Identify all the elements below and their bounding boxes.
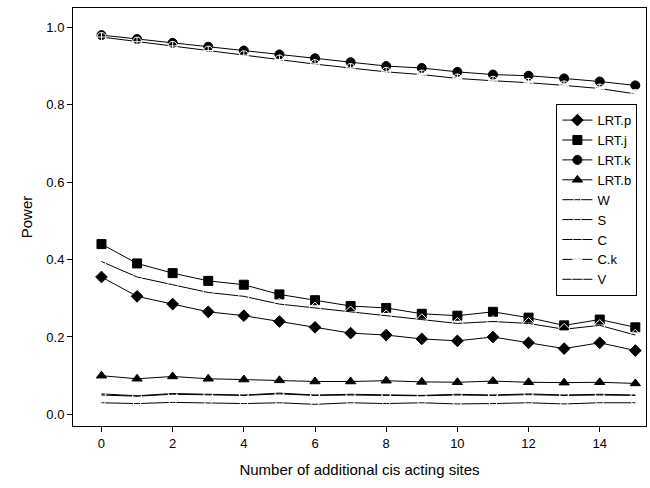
svg-text:0.6: 0.6 xyxy=(46,175,64,190)
svg-text:6: 6 xyxy=(311,436,318,451)
svg-text:0: 0 xyxy=(98,436,105,451)
svg-text:0.4: 0.4 xyxy=(46,252,64,267)
svg-text:LRT.b: LRT.b xyxy=(597,173,631,188)
svg-text:Number of additional cis actin: Number of additional cis acting sites xyxy=(239,461,479,478)
svg-text:LRT.k: LRT.k xyxy=(597,153,630,168)
svg-text:V: V xyxy=(597,272,606,287)
svg-text:1.0: 1.0 xyxy=(46,20,64,35)
svg-text:10: 10 xyxy=(450,436,464,451)
svg-text:W: W xyxy=(597,193,610,208)
svg-text:14: 14 xyxy=(592,436,606,451)
svg-text:Power: Power xyxy=(18,196,35,239)
svg-text:8: 8 xyxy=(383,436,390,451)
svg-text:LRT.j: LRT.j xyxy=(597,133,626,148)
svg-text:C: C xyxy=(597,233,606,248)
svg-text:0.8: 0.8 xyxy=(46,97,64,112)
svg-text:0.2: 0.2 xyxy=(46,330,64,345)
svg-text:0.0: 0.0 xyxy=(46,407,64,422)
svg-text:4: 4 xyxy=(240,436,247,451)
svg-text:S: S xyxy=(597,213,606,228)
svg-text:12: 12 xyxy=(521,436,535,451)
svg-text:2: 2 xyxy=(169,436,176,451)
svg-text:C.k: C.k xyxy=(597,252,617,267)
svg-text:LRT.p: LRT.p xyxy=(597,113,631,128)
